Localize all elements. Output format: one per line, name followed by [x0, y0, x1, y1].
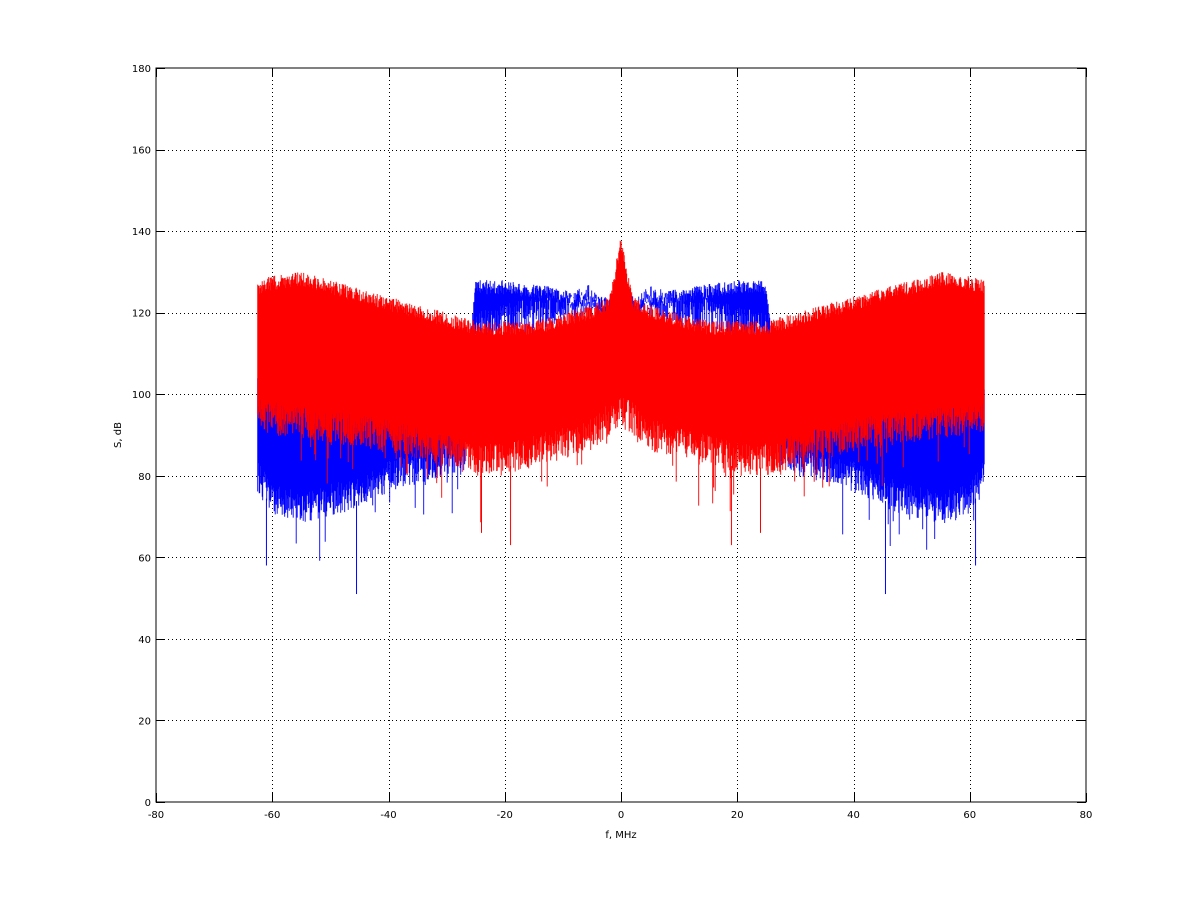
x-tick-label: -40 [380, 810, 396, 821]
plot-series [257, 240, 985, 595]
y-tick-label: 180 [132, 64, 151, 75]
y-tick-label: 160 [132, 146, 151, 157]
x-tick-label: -20 [497, 810, 513, 821]
x-tick-label: 60 [963, 810, 976, 821]
tick-labels: -80 -60 -40 -20 0 20 40 60 80 0 20 40 60 80 100 120 140 1… [132, 64, 1092, 821]
series-1-trace [257, 240, 985, 546]
y-tick-label: 140 [132, 227, 151, 238]
x-tick-label: 80 [1080, 810, 1093, 821]
x-tick-label: -80 [148, 810, 164, 821]
series-1-envelope [257, 240, 985, 523]
x-tick-label: 0 [618, 810, 624, 821]
y-tick-label: 0 [145, 798, 151, 809]
y-tick-label: 60 [138, 553, 151, 564]
x-axis-label: f, MHz [605, 830, 636, 841]
x-tick-label: 20 [731, 810, 744, 821]
x-tick-label: -60 [264, 810, 280, 821]
y-tick-label: 120 [132, 309, 151, 320]
y-tick-label: 40 [138, 635, 151, 646]
x-tick-label: 40 [847, 810, 860, 821]
y-tick-label: 20 [138, 716, 151, 727]
y-tick-label: 80 [138, 472, 151, 483]
y-tick-label: 100 [132, 390, 151, 401]
axis-ticks [156, 68, 1087, 803]
y-axis-label: S, dB [113, 422, 124, 448]
